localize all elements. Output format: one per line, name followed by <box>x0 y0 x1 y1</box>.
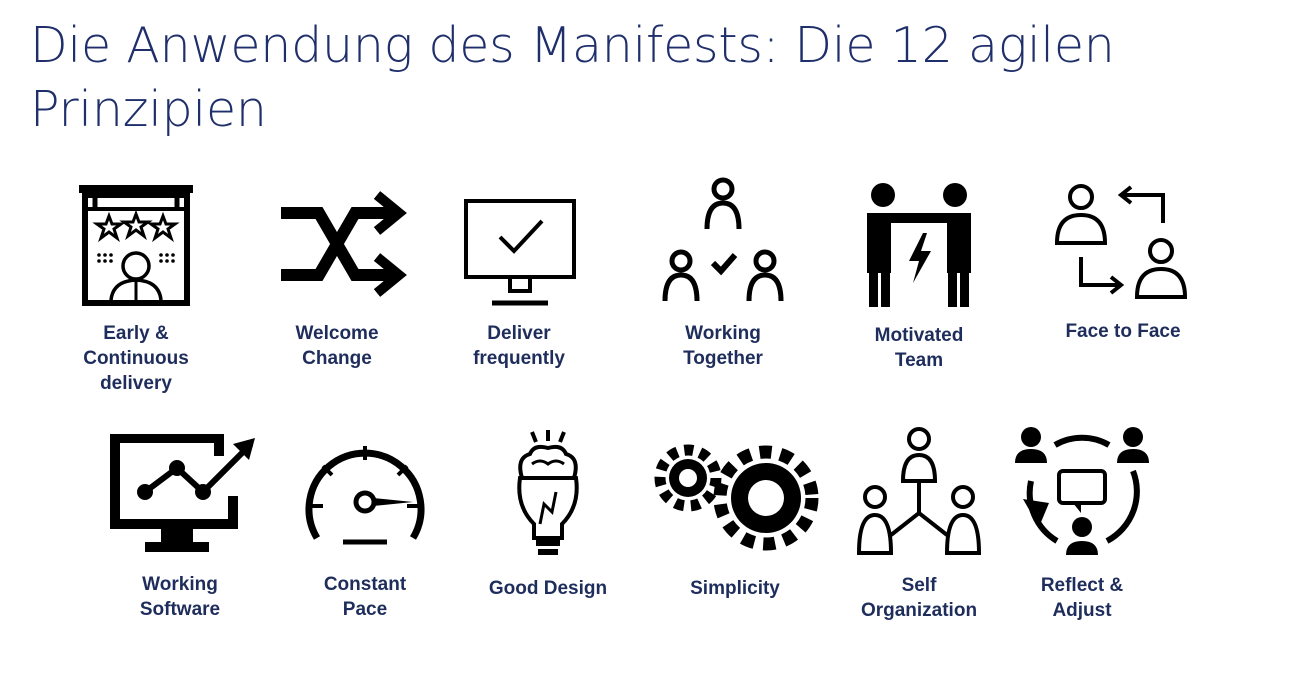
principle-label: Welcome Change <box>295 323 379 369</box>
principle-label: Working Together <box>683 323 763 369</box>
team-check-icon <box>662 177 784 302</box>
principle-label: Deliver frequently <box>473 323 565 369</box>
principle-label: Early & Continuous delivery <box>83 323 189 394</box>
principle-label: Motivated Team <box>874 325 964 371</box>
gears-icon <box>654 444 819 551</box>
principle-welcome-change: Welcome Change <box>262 183 412 371</box>
face-to-face-exchange-icon <box>1054 184 1188 299</box>
principle-label: Self Organization <box>860 575 978 621</box>
principle-label: Simplicity <box>690 578 780 599</box>
principle-working-together: Working Together <box>648 175 798 371</box>
principle-motivated-team: Motivated Team <box>844 179 994 373</box>
shuffle-arrows-icon <box>281 191 407 297</box>
people-energy-icon <box>867 183 971 307</box>
principle-label: Good Design <box>488 578 608 599</box>
principle-label: Constant Pace <box>323 574 407 620</box>
principle-reflect-adjust: Reflect & Adjust <box>1008 423 1156 623</box>
principle-deliver-frequently: Deliver frequently <box>444 183 594 371</box>
signboard-stars-person-icon <box>79 185 193 306</box>
principle-good-design: Good Design <box>473 428 623 601</box>
principle-early-continuous-delivery: Early & Continuous delivery <box>56 183 216 396</box>
principle-label: Working Software <box>139 574 221 620</box>
principle-self-organization: Self Organization <box>844 427 994 623</box>
speedometer-icon <box>305 446 425 545</box>
principle-constant-pace: Constant Pace <box>290 434 440 622</box>
monitor-checkmark-icon <box>464 199 576 306</box>
principle-simplicity: Simplicity <box>640 438 830 601</box>
feedback-cycle-icon <box>1015 427 1149 555</box>
monitor-growth-chart-icon <box>110 434 255 552</box>
principle-face-to-face: Face to Face <box>1040 181 1206 344</box>
principle-working-software: Working Software <box>102 434 258 622</box>
hierarchy-people-icon <box>856 427 982 555</box>
principle-label: Face to Face <box>1065 321 1181 342</box>
lightbulb-brain-icon <box>517 430 579 555</box>
page-title: Die Anwendung des Manifests: Die 12 agil… <box>30 17 1115 138</box>
principle-label: Reflect & Adjust <box>1040 575 1124 621</box>
